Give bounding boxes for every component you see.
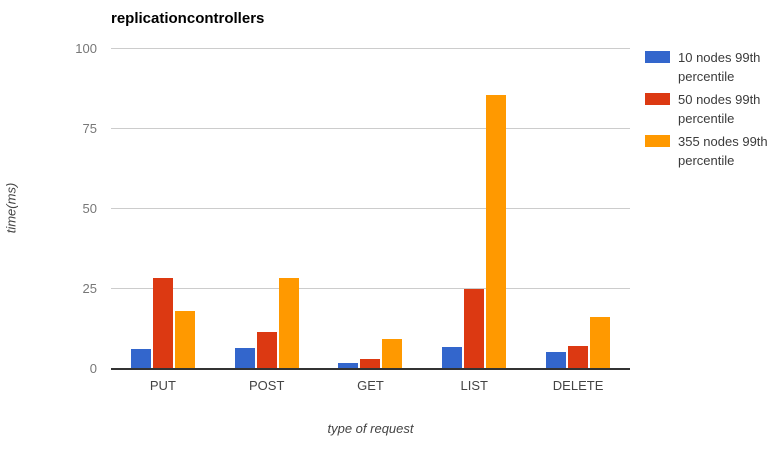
y-axis-title: time(ms) <box>3 182 19 234</box>
legend: 10 nodes 99th percentile 50 nodes 99th pe… <box>645 48 777 174</box>
bar-post-series-1 <box>256 332 277 369</box>
y-tick-label-25: 25 <box>82 281 97 296</box>
bar-list-series-2 <box>486 95 507 369</box>
x-category-label-list: LIST <box>460 378 489 393</box>
bar-group-get <box>319 49 423 369</box>
bar-put-series-0 <box>130 348 151 369</box>
legend-label: 10 nodes 99th percentile <box>678 50 761 84</box>
bar-list-series-0 <box>442 346 463 369</box>
bar-put-series-2 <box>174 310 195 369</box>
x-axis-title: type of request <box>327 421 414 436</box>
bar-put-series-1 <box>152 277 173 369</box>
x-category-label-get: GET <box>357 378 384 393</box>
bar-get-series-1 <box>360 358 381 369</box>
bar-post-series-0 <box>234 347 255 369</box>
x-category-label-delete: DELETE <box>552 378 604 393</box>
bar-group-delete <box>526 49 630 369</box>
legend-swatch-icon <box>645 51 670 63</box>
gridline-100 <box>111 48 630 49</box>
legend-swatch-icon <box>645 93 670 105</box>
legend-label: 355 nodes 99th percentile <box>678 134 768 168</box>
x-category-label-post: POST <box>248 378 285 393</box>
legend-item-1: 50 nodes 99th percentile <box>645 90 777 128</box>
bar-group-put <box>111 49 215 369</box>
bar-delete-series-0 <box>546 351 567 369</box>
x-category-label-put: PUT <box>149 378 176 393</box>
bar-group-list <box>422 49 526 369</box>
bar-group-post <box>215 49 319 369</box>
y-tick-label-50: 50 <box>82 201 97 216</box>
bar-get-series-2 <box>382 338 403 369</box>
legend-label: 50 nodes 99th percentile <box>678 92 761 126</box>
bar-delete-series-2 <box>590 316 611 369</box>
chart-title: replicationcontrollers <box>111 10 265 27</box>
y-tick-label-100: 100 <box>75 41 97 56</box>
bar-post-series-2 <box>278 278 299 369</box>
y-tick-label-75: 75 <box>82 121 97 136</box>
legend-item-0: 10 nodes 99th percentile <box>645 48 777 86</box>
legend-swatch-icon <box>645 135 670 147</box>
bar-list-series-1 <box>464 289 485 369</box>
gridline-50 <box>111 208 630 209</box>
bar-delete-series-1 <box>568 345 589 369</box>
legend-item-2: 355 nodes 99th percentile <box>645 132 777 170</box>
gridline-75 <box>111 128 630 129</box>
y-tick-label-0: 0 <box>89 361 97 376</box>
gridline-25 <box>111 288 630 289</box>
plot-area <box>111 48 630 370</box>
bar-get-series-0 <box>338 363 359 369</box>
x-axis-line <box>111 368 630 370</box>
